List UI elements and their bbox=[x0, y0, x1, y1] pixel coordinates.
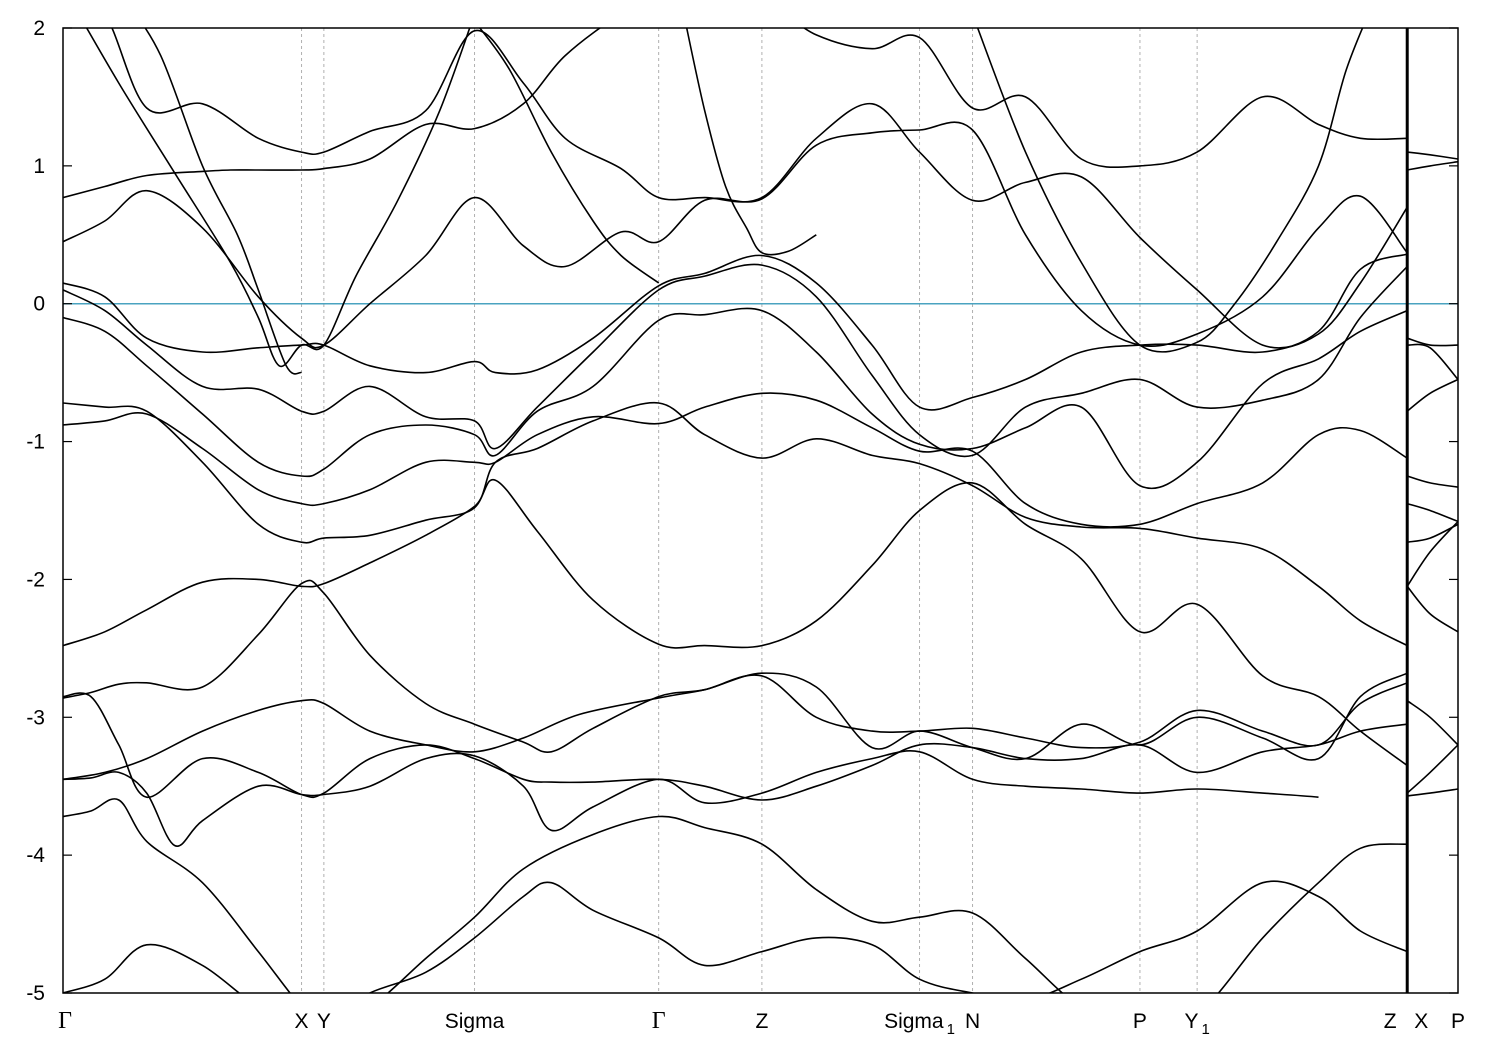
band-line-17 bbox=[478, 28, 660, 284]
band-line-4 bbox=[63, 674, 1408, 781]
band-line-26 bbox=[1406, 502, 1458, 523]
band-line-5 bbox=[63, 579, 1408, 761]
band-line-8 bbox=[63, 392, 1408, 528]
band-line-28 bbox=[1406, 585, 1458, 633]
band-line-3 bbox=[63, 692, 1408, 801]
x-tick-label-5: Z bbox=[755, 1010, 768, 1033]
band-line-2 bbox=[63, 750, 1319, 847]
y-tick-label: -5 bbox=[26, 982, 45, 1005]
y-tick-label: 1 bbox=[33, 155, 45, 178]
band-line-9 bbox=[63, 307, 1408, 490]
plot-frame bbox=[62, 27, 1459, 994]
band-line-0 bbox=[63, 815, 1408, 993]
band-line-16 bbox=[144, 28, 302, 375]
y-tick-label: 0 bbox=[33, 293, 45, 316]
band-line-29 bbox=[1406, 520, 1458, 587]
band-line-30 bbox=[1406, 700, 1458, 746]
band-line-13 bbox=[63, 28, 1408, 199]
band-line-19 bbox=[976, 28, 1364, 353]
x-tick-label-11: X bbox=[1414, 1010, 1428, 1033]
band-line-20 bbox=[1407, 151, 1458, 160]
band-line-21 bbox=[1407, 160, 1458, 171]
band-line-10 bbox=[63, 263, 1408, 458]
x-tick-label-12: P bbox=[1451, 1010, 1465, 1033]
band-line-24 bbox=[1406, 378, 1458, 412]
band-line-15 bbox=[85, 28, 471, 368]
plot-frame-layer bbox=[62, 27, 1459, 994]
y-tick-label: -4 bbox=[26, 844, 45, 867]
x-tick-label-4: Γ bbox=[652, 1008, 666, 1034]
x-tick-label-1: X bbox=[295, 1010, 309, 1033]
band-line-7 bbox=[63, 401, 1408, 647]
band-line-27 bbox=[1407, 523, 1458, 543]
x-tick-label-0: Γ bbox=[58, 1008, 72, 1034]
x-axis-labels: Γ X Y Sigma Γ Z Sigma 1 N P Y 1 Z X P bbox=[58, 1008, 1465, 1038]
y-tick-label: -2 bbox=[26, 568, 45, 591]
bands-layer bbox=[63, 28, 1458, 993]
band-line-31 bbox=[1406, 744, 1458, 794]
y-axis: -5 -4 -3 -2 -1 0 1 2 bbox=[26, 17, 1458, 1005]
band-line-1 bbox=[63, 798, 1408, 993]
band-line-6 bbox=[63, 478, 1408, 767]
band-line-11 bbox=[63, 253, 1408, 411]
band-line-23 bbox=[1407, 343, 1458, 381]
x-tick-label-7: N bbox=[965, 1010, 980, 1033]
y-tick-label: -1 bbox=[26, 431, 45, 454]
band-line-22 bbox=[1406, 337, 1458, 347]
band-line-18 bbox=[685, 28, 817, 256]
band-line-25 bbox=[1406, 475, 1458, 488]
x-tick-label-10: Z bbox=[1384, 1010, 1397, 1033]
x-tick-label-6: Sigma 1 bbox=[884, 1010, 955, 1038]
y-tick-label: -3 bbox=[26, 706, 45, 729]
band-line-14 bbox=[111, 28, 1408, 349]
y-tick-label: 2 bbox=[33, 17, 45, 40]
band-line-32 bbox=[1407, 788, 1458, 797]
band-line-12 bbox=[63, 121, 1408, 349]
x-tick-label-2: Y bbox=[317, 1010, 331, 1033]
x-tick-label-3: Sigma bbox=[445, 1010, 505, 1033]
x-tick-label-8: P bbox=[1133, 1010, 1147, 1033]
